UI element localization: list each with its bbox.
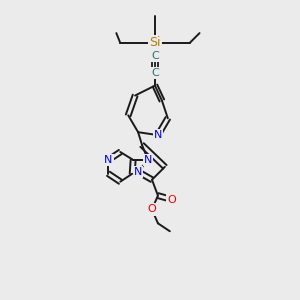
Text: Si: Si bbox=[149, 37, 161, 50]
Text: N: N bbox=[154, 130, 162, 140]
Text: N: N bbox=[144, 155, 152, 165]
Text: C: C bbox=[151, 51, 159, 61]
Text: O: O bbox=[167, 194, 176, 205]
Text: N: N bbox=[104, 155, 112, 165]
Text: O: O bbox=[148, 204, 156, 214]
Text: C: C bbox=[151, 68, 159, 78]
Text: N: N bbox=[134, 167, 142, 177]
